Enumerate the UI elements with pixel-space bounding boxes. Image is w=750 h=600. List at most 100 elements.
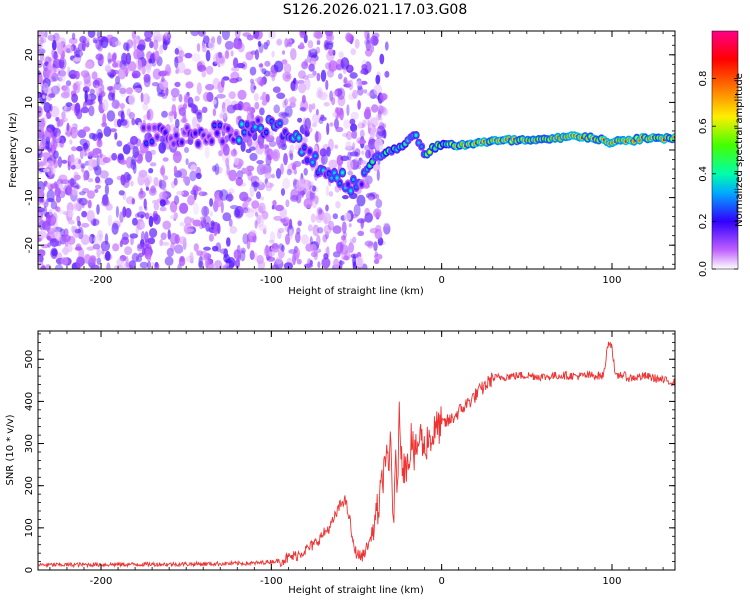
x-tick-label: -100 [260,275,283,286]
heatmap-noise-cell [299,107,306,112]
heatmap-noise-cell [323,253,329,260]
heatmap-noise-cell [178,168,188,179]
heatmap-noise-cell [111,53,117,63]
heatmap-noise-cell [278,243,284,250]
heatmap-noise-cell [306,73,316,79]
heatmap-noise-cell [107,214,113,227]
heatmap-noise-cell [224,258,232,264]
heatmap-ridge-core [147,126,151,130]
heatmap-noise-cell [132,217,138,226]
heatmap-noise-cell [335,63,342,71]
heatmap-noise-cell [320,114,325,119]
heatmap-noise-cell [328,60,338,72]
heatmap-noise-cell [356,194,366,207]
heatmap-noise-cell [282,177,291,190]
heatmap-noise-cell [141,247,146,255]
heatmap-noise-cell [301,94,306,104]
heatmap-noise-cell [70,177,75,188]
heatmap-noise-cell [204,146,210,159]
heatmap-ridge-core [253,125,257,129]
heatmap-noise-cell [67,220,75,225]
heatmap-noise-cell [256,191,261,200]
heatmap-noise-cell [119,85,127,97]
heatmap-noise-cell [269,130,274,138]
heatmap-noise-cell [317,261,321,269]
x-tick-label: -100 [260,576,283,587]
heatmap-noise-cell [149,162,157,167]
heatmap-noise-cell [342,56,347,65]
y-tick-label: 300 [24,434,35,453]
heatmap-noise-cell [254,220,258,229]
heatmap-noise-cell [313,250,319,261]
heatmap-ridge-core [226,127,230,131]
heatmap-noise-cell [138,205,143,212]
heatmap-noise-cell [72,57,82,62]
heatmap-ridge-core [185,126,189,130]
heatmap-ridge-core [218,123,222,127]
heatmap-noise-cell [271,205,275,210]
heatmap-noise-cell [57,156,63,168]
heatmap-noise-cell [111,99,120,109]
heatmap-noise-cell [159,199,166,207]
heatmap-noise-cell [87,190,95,199]
y-tick-label: -20 [24,237,35,253]
heatmap-noise-cell [266,182,270,187]
y-tick-label: 0 [24,567,35,573]
heatmap-noise-cell [264,60,271,67]
heatmap-noise-cell [373,258,380,265]
heatmap-noise-cell [47,62,53,71]
heatmap-noise-cell [359,70,366,75]
heatmap-noise-cell [273,215,283,221]
heatmap-noise-cell [216,35,222,45]
heatmap-noise-cell [295,80,299,85]
heatmap-noise-cell [335,201,341,209]
heatmap-noise-cell [41,152,51,159]
heatmap-noise-cell [359,129,365,139]
heatmap-noise-cell [180,118,188,124]
heatmap-noise-cell [104,250,111,261]
heatmap-noise-cell [183,176,188,184]
heatmap-noise-cell [289,218,293,230]
heatmap-noise-cell [145,62,152,74]
spectrogram-heatmap [38,31,675,269]
heatmap-noise-cell [47,163,53,177]
heatmap-noise-cell [242,207,249,214]
y-tick-label: 500 [24,350,35,369]
heatmap-noise-cell [314,145,318,153]
heatmap-noise-cell [360,68,369,75]
heatmap-noise-cell [245,209,255,218]
heatmap-noise-cell [89,255,97,264]
heatmap-noise-cell [116,258,124,267]
heatmap-noise-cell [159,79,169,90]
heatmap-noise-cell [299,31,306,39]
heatmap-noise-cell [379,53,385,65]
heatmap-noise-cell [41,264,46,269]
heatmap-noise-cell [131,198,135,205]
heatmap-noise-cell [65,44,74,54]
heatmap-noise-cell [347,170,354,176]
heatmap-noise-cell [103,126,112,137]
heatmap-noise-cell [107,92,114,101]
heatmap-noise-cell [353,204,361,217]
heatmap-noise-cell [74,228,82,234]
heatmap-noise-cell [63,104,68,111]
heatmap-noise-cell [71,225,75,233]
heatmap-noise-cell [254,211,259,217]
heatmap-noise-cell [104,183,109,196]
heatmap-noise-cell [372,37,378,43]
heatmap-noise-cell [215,166,223,174]
heatmap-noise-cell [74,50,84,58]
heatmap-noise-cell [170,215,177,220]
heatmap-noise-cell [82,142,89,150]
heatmap-noise-cell [122,66,128,74]
heatmap-noise-cell [88,165,94,172]
heatmap-noise-cell [367,120,371,128]
heatmap-noise-cell [150,185,156,194]
heatmap-noise-cell [308,50,312,58]
heatmap-noise-cell [160,232,167,240]
heatmap-noise-cell [308,63,315,72]
heatmap-noise-cell [185,95,190,101]
heatmap-noise-cell [52,39,57,51]
heatmap-noise-cell [198,31,206,37]
